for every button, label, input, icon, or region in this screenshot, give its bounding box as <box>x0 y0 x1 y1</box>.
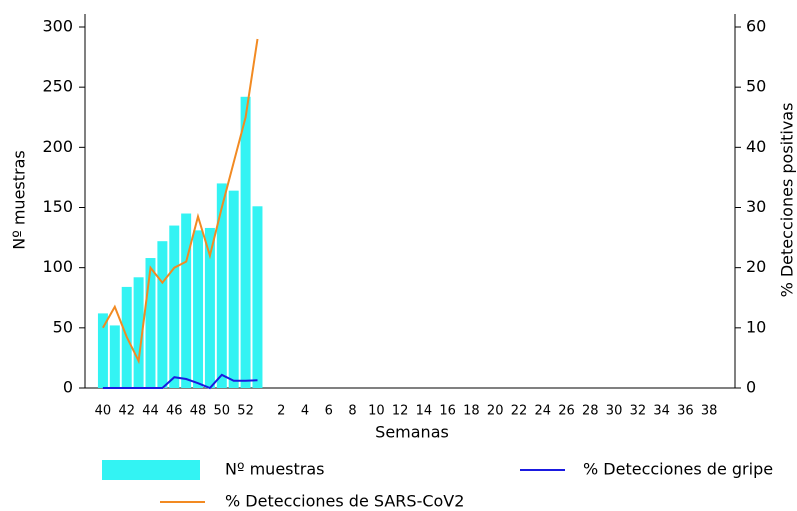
x-tick-label: 24 <box>534 404 551 419</box>
x-tick-label: 10 <box>368 404 385 419</box>
bar <box>109 325 120 388</box>
x-tick-label: 52 <box>237 404 254 419</box>
bar <box>157 241 168 388</box>
x-tick-label: 6 <box>325 404 333 419</box>
x-tick-label: 14 <box>416 404 433 419</box>
line <box>102 38 259 365</box>
x-tick-label: 30 <box>606 404 623 419</box>
y-axis-title: Nº muestras <box>10 150 29 250</box>
x-tick-label: 32 <box>630 404 647 419</box>
y2-tick-label: 20 <box>746 257 766 276</box>
bar <box>97 313 108 388</box>
x-tick-label: 2 <box>277 404 285 419</box>
bar <box>193 230 204 388</box>
legend-swatch <box>102 460 200 480</box>
y2-axis-title: % Detecciones positivas <box>778 103 797 298</box>
bar <box>228 190 239 388</box>
y-tick-label: 50 <box>53 317 73 336</box>
x-axis-title: Semanas <box>375 423 449 442</box>
x-tick-label: 38 <box>701 404 718 419</box>
y-tick-label: 250 <box>42 77 73 96</box>
legend-label: % Detecciones de SARS-CoV2 <box>225 492 464 511</box>
y2-tick-label: 40 <box>746 137 766 156</box>
x-tick-label: 44 <box>142 404 159 419</box>
x-tick-label: 4 <box>301 404 309 419</box>
y2-tick-label: 0 <box>746 378 756 397</box>
x-tick-label: 46 <box>166 404 183 419</box>
x-tick-label: 28 <box>582 404 599 419</box>
x-tick-label: 8 <box>348 404 356 419</box>
bar <box>252 206 263 388</box>
y-tick-label: 300 <box>42 17 73 36</box>
x-tick-label: 40 <box>95 404 112 419</box>
bar <box>216 183 227 388</box>
bar <box>181 213 192 388</box>
x-tick-label: 18 <box>463 404 480 419</box>
y-tick-label: 150 <box>42 197 73 216</box>
y2-tick-label: 10 <box>746 317 766 336</box>
x-tick-label: 50 <box>214 404 231 419</box>
y2-tick-label: 30 <box>746 197 766 216</box>
x-tick-label: 16 <box>439 404 456 419</box>
legend-label: Nº muestras <box>225 460 325 479</box>
y-tick-label: 100 <box>42 257 73 276</box>
bar <box>204 227 215 388</box>
y-tick-label: 200 <box>42 137 73 156</box>
y2-tick-label: 60 <box>746 17 766 36</box>
line <box>102 373 258 390</box>
x-tick-label: 12 <box>392 404 409 419</box>
x-tick-label: 22 <box>511 404 528 419</box>
x-tick-label: 34 <box>653 404 670 419</box>
x-tick-label: 36 <box>677 404 694 419</box>
legend-label: % Detecciones de gripe <box>583 460 773 479</box>
bar <box>145 258 156 388</box>
x-tick-label: 20 <box>487 404 504 419</box>
bar <box>240 96 251 388</box>
bar <box>133 277 144 388</box>
y-tick-label: 0 <box>63 378 73 397</box>
x-tick-label: 48 <box>190 404 207 419</box>
x-tick-label: 26 <box>558 404 575 419</box>
x-tick-label: 42 <box>118 404 135 419</box>
bar <box>169 225 180 388</box>
y2-tick-label: 50 <box>746 77 766 96</box>
